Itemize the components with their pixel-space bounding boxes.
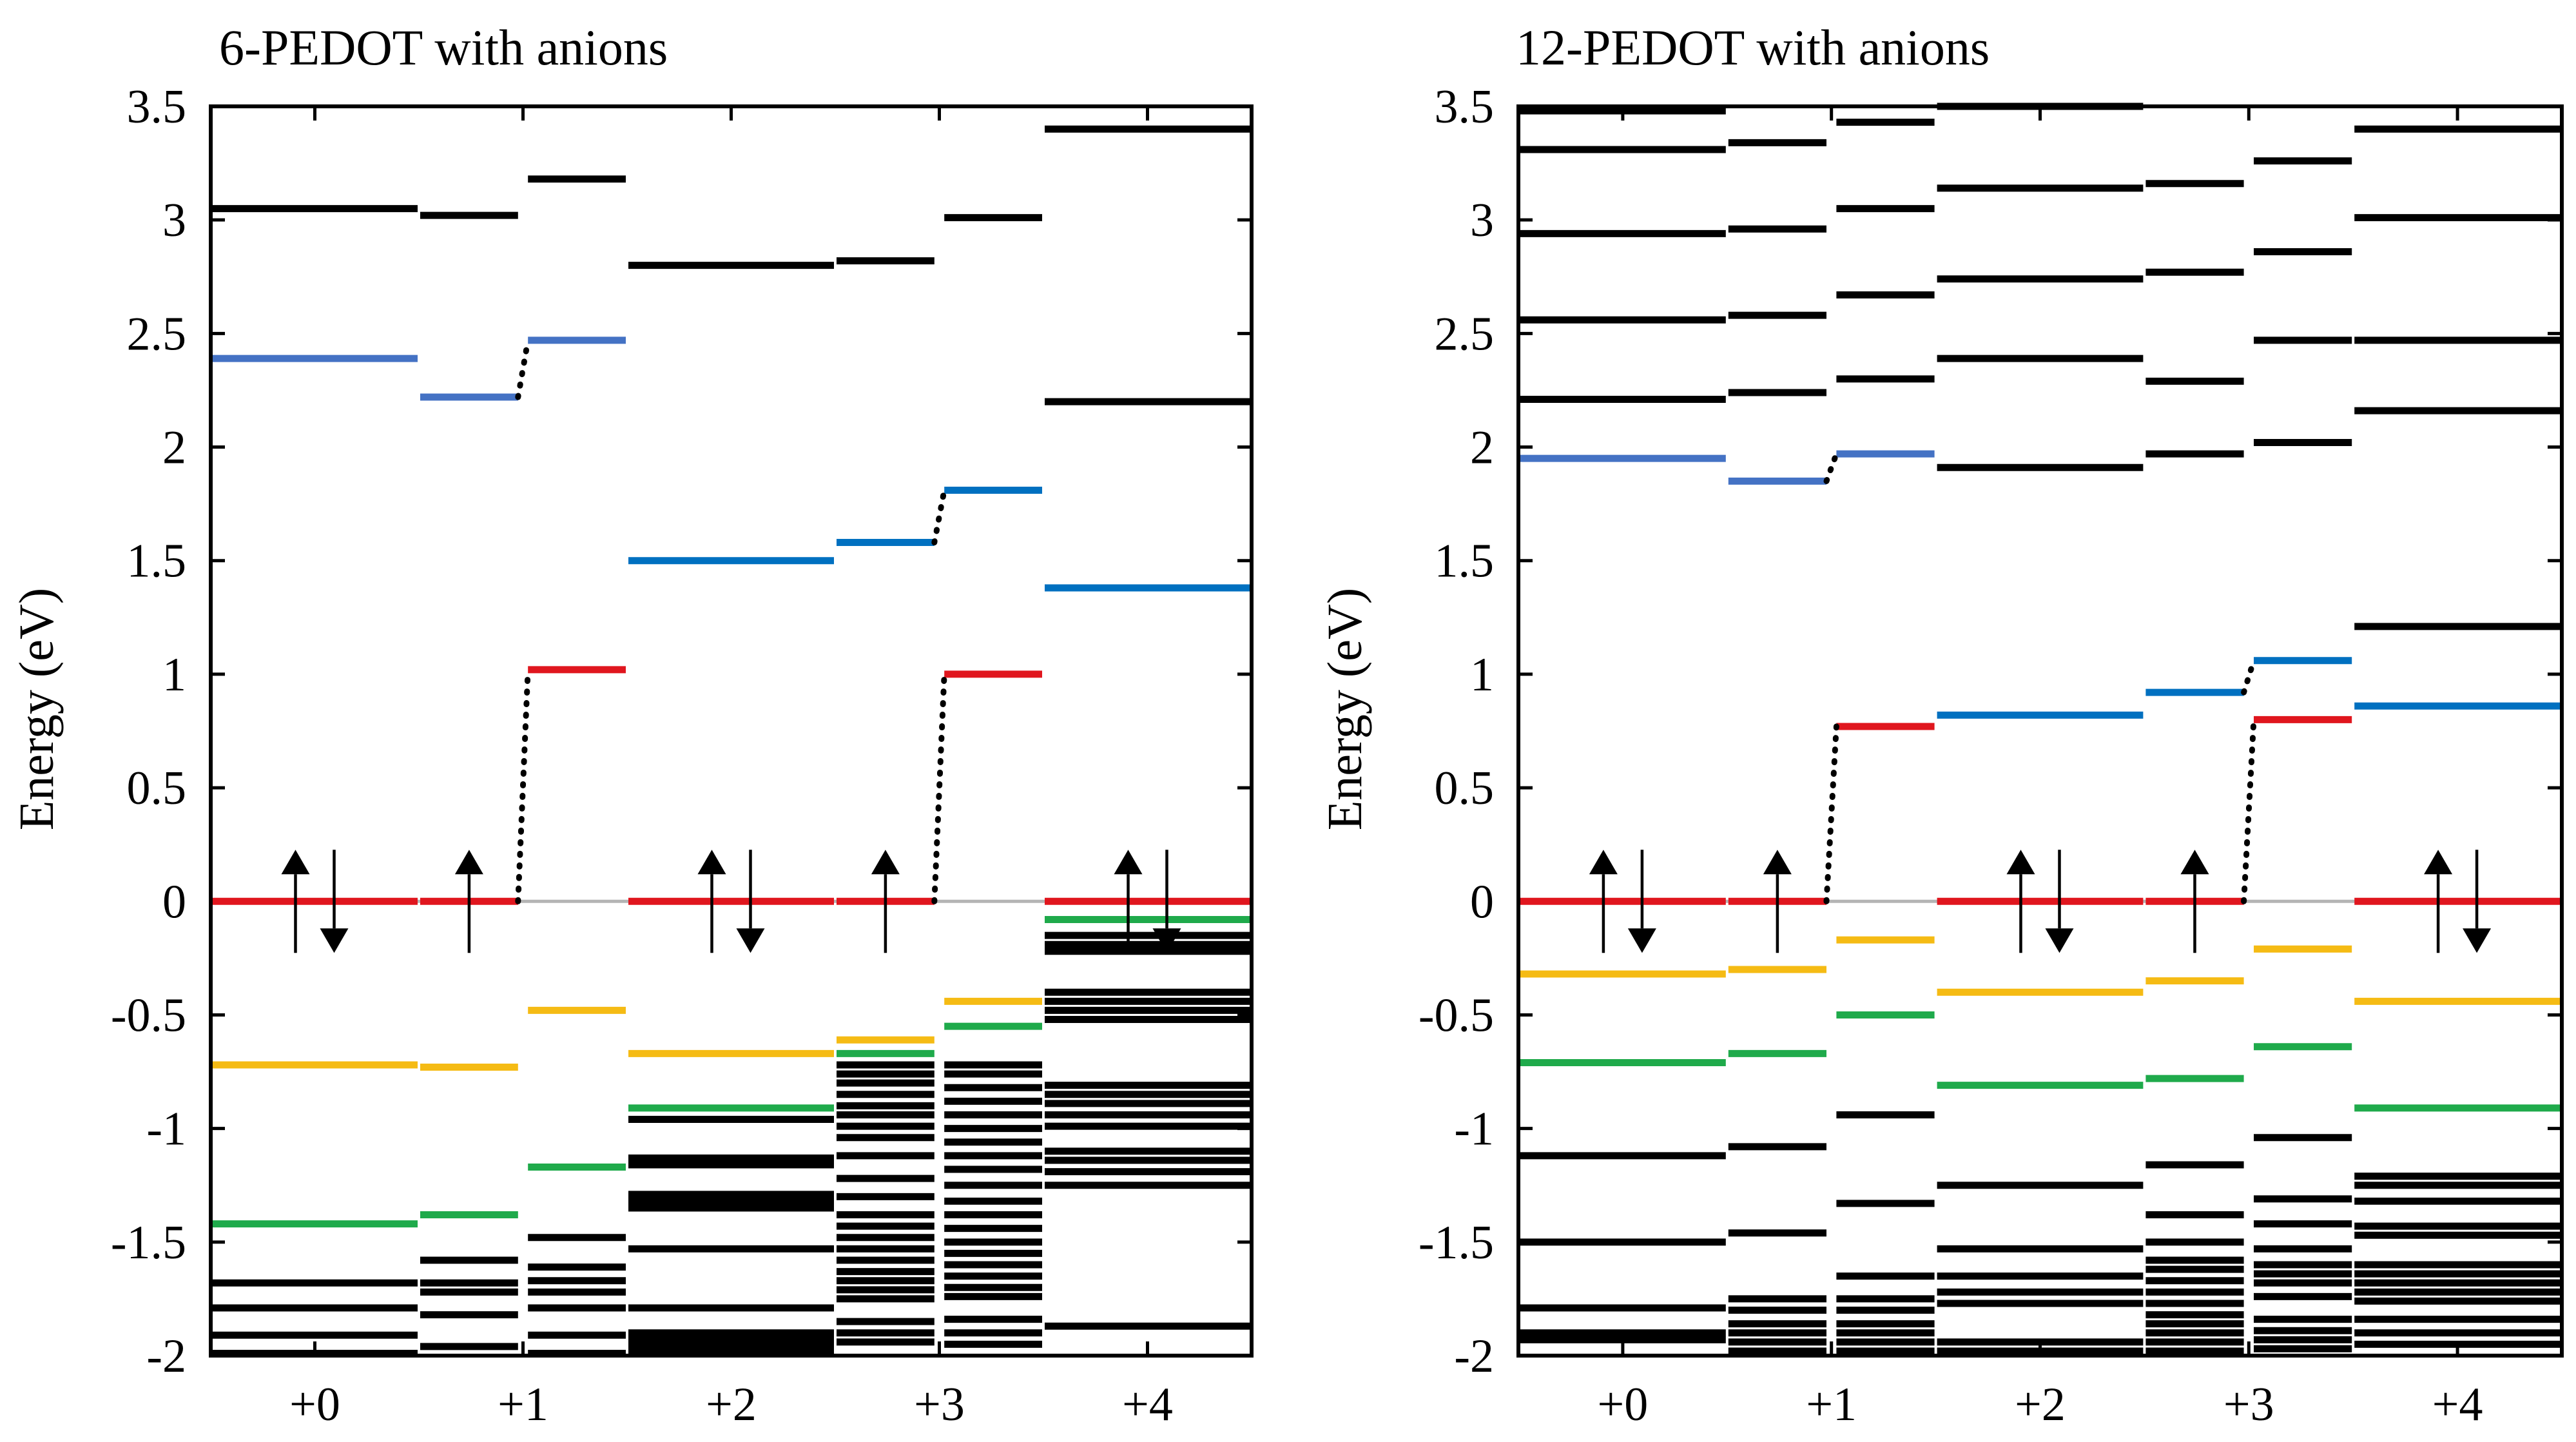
spin-up-arrowhead <box>1763 850 1792 875</box>
y-tick-label: 1.5 <box>127 535 187 588</box>
y-tick-label: -1 <box>146 1103 186 1156</box>
y-tick-label: 3.5 <box>127 81 187 133</box>
y-tick-label: 0 <box>1470 875 1494 928</box>
spin-down-arrowhead <box>320 928 349 953</box>
y-tick-label: 3 <box>1470 194 1494 247</box>
y-axis-label: Energy (eV) <box>1318 588 1372 830</box>
spin-down-arrowhead <box>736 928 765 953</box>
y-tick-label: 2 <box>1470 422 1494 474</box>
x-tick-label: +1 <box>1806 1378 1857 1431</box>
y-tick-label: 3 <box>162 194 186 247</box>
x-tick-label: +0 <box>289 1378 340 1431</box>
x-tick-label: +3 <box>914 1378 965 1431</box>
spin-up-arrowhead <box>2180 850 2209 875</box>
level-link <box>2241 658 2257 696</box>
y-axis-label: Energy (eV) <box>10 588 64 830</box>
level-link <box>1823 451 1839 484</box>
x-tick-label: +2 <box>706 1378 757 1431</box>
y-tick-label: -1.5 <box>1419 1216 1494 1269</box>
spin-up-arrowhead <box>697 850 726 875</box>
spin-down-arrowhead <box>2463 928 2492 953</box>
spin-down-arrowhead <box>1152 928 1181 953</box>
y-tick-label: 0.5 <box>1435 762 1495 815</box>
y-tick-label: 1 <box>1470 648 1494 701</box>
x-tick-label: +1 <box>498 1378 548 1431</box>
x-tick-label: +4 <box>1122 1378 1173 1431</box>
level-link <box>931 487 947 546</box>
y-tick-label: -2 <box>146 1330 186 1383</box>
x-tick-label: +2 <box>2015 1378 2066 1431</box>
y-tick-label: 3.5 <box>1435 81 1495 133</box>
x-tick-label: +3 <box>2223 1378 2274 1431</box>
spin-down-arrowhead <box>1627 928 1656 953</box>
y-tick-label: 2 <box>162 422 186 474</box>
y-tick-label: -1 <box>1454 1103 1494 1156</box>
y-tick-label: -0.5 <box>111 989 186 1042</box>
spin-up-arrowhead <box>281 850 310 875</box>
x-tick-label: +0 <box>1598 1378 1649 1431</box>
spin-up-arrowhead <box>1589 850 1618 875</box>
level-link <box>1823 723 1839 904</box>
spin-up-arrowhead <box>1114 850 1143 875</box>
y-tick-label: -2 <box>1454 1330 1494 1383</box>
level-link <box>515 667 531 904</box>
plot-frame <box>1516 104 2564 1358</box>
spin-up-arrowhead <box>2424 850 2453 875</box>
level-link <box>931 671 947 904</box>
y-tick-label: 1.5 <box>1435 535 1495 588</box>
panel-6-pedot: 6-PEDOT with anions Energy (eV) 3.5 3 2.5 2… <box>10 19 1254 1431</box>
y-tick-label: 2.5 <box>1435 307 1495 360</box>
y-tick-label: -0.5 <box>1419 989 1494 1042</box>
plot-frame <box>209 104 1254 1358</box>
panel-title: 12-PEDOT with anions <box>1516 19 1990 75</box>
spin-up-arrowhead <box>2006 850 2035 875</box>
y-tick-label: 1 <box>162 648 186 701</box>
level-link <box>515 337 531 400</box>
spin-up-arrowhead <box>871 850 900 875</box>
y-tick-label: -1.5 <box>111 1216 186 1269</box>
level-link <box>2241 716 2257 904</box>
spin-down-arrowhead <box>2045 928 2074 953</box>
y-tick-label: 2.5 <box>127 307 187 360</box>
spin-up-arrowhead <box>454 850 483 875</box>
x-tick-label: +4 <box>2432 1378 2483 1431</box>
y-tick-label: 0.5 <box>127 762 187 815</box>
y-tick-label: 0 <box>162 875 186 928</box>
panel-12-pedot: 12-PEDOT with anions Energy (eV) 3.5 3 2.5… <box>1318 19 2564 1431</box>
panel-title: 6-PEDOT with anions <box>219 19 668 75</box>
